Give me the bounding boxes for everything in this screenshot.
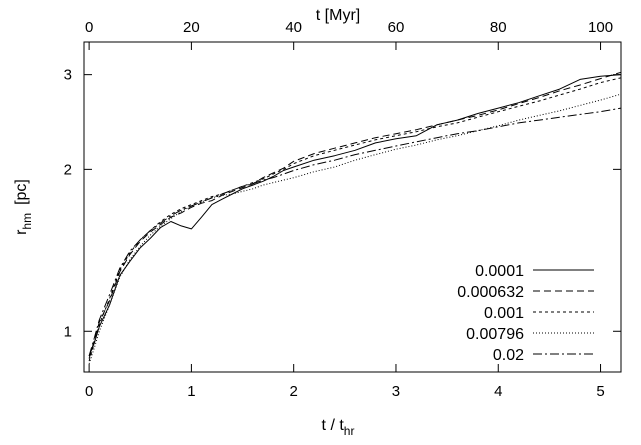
legend-label: 0.02 — [493, 347, 524, 364]
x-top-tick-label: 100 — [588, 19, 613, 36]
x-tick-label: 3 — [392, 383, 400, 400]
x-axis-bottom-label-main: t / t — [322, 417, 345, 434]
y-tick-label: 2 — [64, 161, 72, 178]
x-tick-label: 4 — [494, 383, 502, 400]
y-tick-label: 3 — [64, 67, 72, 84]
x-tick-label: 5 — [596, 383, 604, 400]
x-top-tick-label: 20 — [183, 19, 200, 36]
legend-label: 0.000632 — [457, 284, 524, 301]
x-axis-top-label: t [Myr] — [316, 7, 360, 24]
x-tick-label: 1 — [187, 383, 195, 400]
x-tick-label: 2 — [290, 383, 298, 400]
legend: 0.0001 0.000632 0.001 0.00796 0.02 — [457, 263, 594, 364]
legend-label: 0.00796 — [466, 326, 524, 343]
series-line — [88, 77, 622, 362]
plot-frame — [83, 41, 622, 373]
x-axis-bottom-label: t / thr — [322, 417, 355, 438]
tick-layer: 0 1 2 3 4 5 0 20 40 60 80 100 1 2 3 — [64, 19, 621, 400]
x-top-tick-label: 0 — [85, 19, 93, 36]
y-axis-label-unit: [pc] — [13, 179, 30, 205]
legend-label: 0.001 — [484, 305, 524, 322]
y-tick-label: 1 — [64, 323, 72, 340]
x-axis-bottom-label-sub: hr — [344, 424, 355, 438]
y-axis-label-sub: hm — [20, 213, 34, 230]
y-axis-label-main: r — [13, 229, 30, 235]
x-top-tick-label: 40 — [285, 19, 302, 36]
x-tick-label: 0 — [85, 383, 93, 400]
x-top-tick-label: 80 — [490, 19, 507, 36]
y-axis-label: rhm [pc] — [13, 179, 34, 235]
series-layer — [88, 71, 622, 364]
x-top-tick-label: 60 — [388, 19, 405, 36]
series-line — [88, 74, 622, 357]
legend-label: 0.0001 — [475, 263, 524, 280]
series-line — [88, 71, 622, 359]
